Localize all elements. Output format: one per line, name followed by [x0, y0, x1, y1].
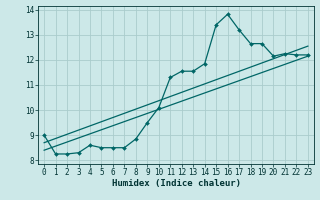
X-axis label: Humidex (Indice chaleur): Humidex (Indice chaleur): [111, 179, 241, 188]
